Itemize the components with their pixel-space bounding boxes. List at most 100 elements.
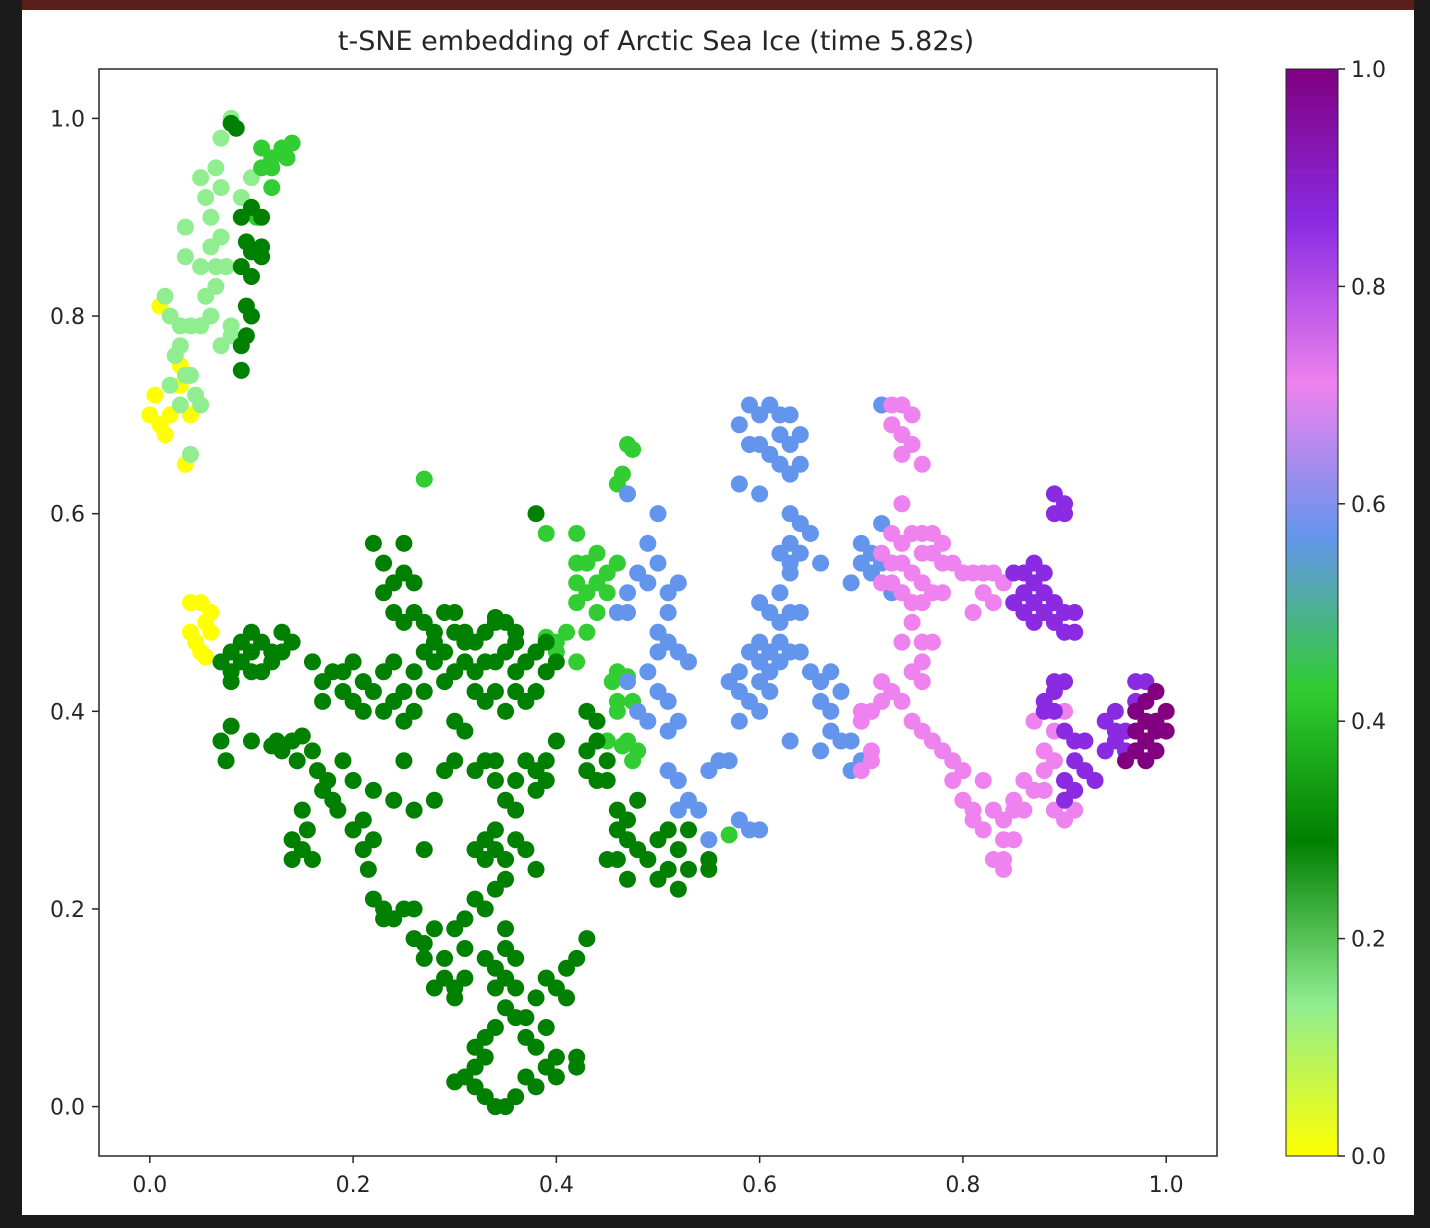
data-point: [405, 663, 423, 681]
data-point: [232, 361, 250, 379]
data-point: [202, 604, 220, 621]
data-point: [517, 1028, 535, 1046]
data-point: [242, 732, 260, 750]
data-point: [253, 208, 271, 226]
data-point: [568, 524, 586, 542]
colorbar-tick-label: 0.6: [1351, 493, 1386, 518]
data-point: [1106, 702, 1124, 720]
data-point: [415, 935, 433, 953]
data-point: [822, 663, 840, 681]
data-point: [1005, 594, 1023, 612]
data-point: [893, 445, 911, 463]
data-point: [659, 604, 677, 621]
data-point: [192, 169, 210, 187]
colorbar-tick-label: 1.0: [1351, 58, 1386, 83]
data-point: [202, 208, 220, 226]
y-axis: 0.0 0.2 0.4 0.6 0.8 1.0: [50, 107, 99, 1121]
data-point: [293, 801, 311, 819]
data-point: [507, 1088, 525, 1106]
data-point: [517, 841, 535, 859]
colorbar-tick-label: 0.8: [1351, 275, 1386, 300]
data-point: [751, 702, 769, 720]
data-point: [781, 564, 799, 582]
data-point: [436, 949, 454, 967]
data-point: [547, 1068, 565, 1086]
data-point: [486, 771, 504, 789]
data-point: [842, 574, 860, 592]
data-point: [619, 584, 637, 602]
data-point: [176, 218, 194, 236]
data-point: [364, 831, 382, 849]
data-point: [568, 1058, 586, 1076]
data-point: [197, 188, 215, 206]
colorbar-tick-label: 0.2: [1351, 928, 1386, 953]
data-point: [649, 505, 667, 523]
data-point: [801, 524, 819, 542]
data-point: [527, 1078, 545, 1096]
data-point: [446, 604, 464, 621]
data-point: [781, 406, 799, 424]
plot-frame: [98, 68, 1218, 1157]
data-point: [690, 801, 708, 819]
data-point: [669, 880, 687, 898]
data-point: [446, 1073, 464, 1091]
data-point: [547, 732, 565, 750]
data-point: [771, 584, 789, 602]
data-point: [181, 623, 199, 641]
data-point: [395, 683, 413, 701]
data-point: [202, 238, 220, 256]
data-point: [319, 771, 337, 789]
data-point: [751, 485, 769, 503]
data-point: [893, 692, 911, 710]
data-point: [1066, 623, 1084, 641]
data-point: [507, 949, 525, 967]
data-point: [649, 554, 667, 572]
data-point: [852, 762, 870, 780]
data-point: [197, 648, 215, 666]
data-point: [466, 633, 484, 651]
data-point: [415, 841, 433, 859]
data-point: [964, 604, 982, 621]
data-point: [598, 752, 616, 770]
data-point: [995, 860, 1013, 878]
colorbar-tick-label: 0.0: [1351, 1145, 1386, 1170]
data-point: [527, 989, 545, 1007]
data-point: [1127, 722, 1145, 740]
data-point: [146, 386, 164, 404]
data-point: [619, 673, 637, 691]
data-point: [700, 831, 718, 849]
data-point: [832, 683, 850, 701]
data-point: [253, 663, 271, 681]
data-point: [375, 584, 393, 602]
data-point: [659, 821, 677, 839]
data-point: [486, 880, 504, 898]
data-point: [547, 653, 565, 671]
data-point: [578, 930, 596, 948]
data-point: [263, 179, 281, 197]
data-point: [497, 851, 515, 869]
data-point: [822, 702, 840, 720]
data-point: [629, 564, 647, 582]
data-point: [212, 179, 230, 197]
x-tick-label: 1.0: [1149, 1173, 1184, 1198]
data-point: [537, 752, 555, 770]
scatter-points: [141, 109, 1175, 1116]
figure-panel: t-SNE embedding of Arctic Sea Ice (time …: [22, 10, 1414, 1215]
data-point: [507, 1009, 525, 1027]
data-point: [1025, 613, 1043, 631]
colorbar-tick-label: 0.4: [1351, 710, 1386, 735]
data-point: [720, 826, 738, 844]
data-point: [1147, 683, 1165, 701]
data-point: [537, 1019, 555, 1037]
data-point: [852, 712, 870, 730]
data-point: [171, 396, 189, 414]
data-point: [1015, 801, 1033, 819]
data-point: [156, 426, 174, 444]
data-point: [1005, 831, 1023, 849]
data-point: [603, 673, 621, 691]
data-point: [913, 594, 931, 612]
data-point: [425, 920, 443, 938]
data-point: [202, 623, 220, 641]
data-point: [288, 752, 306, 770]
data-point: [1147, 742, 1165, 760]
